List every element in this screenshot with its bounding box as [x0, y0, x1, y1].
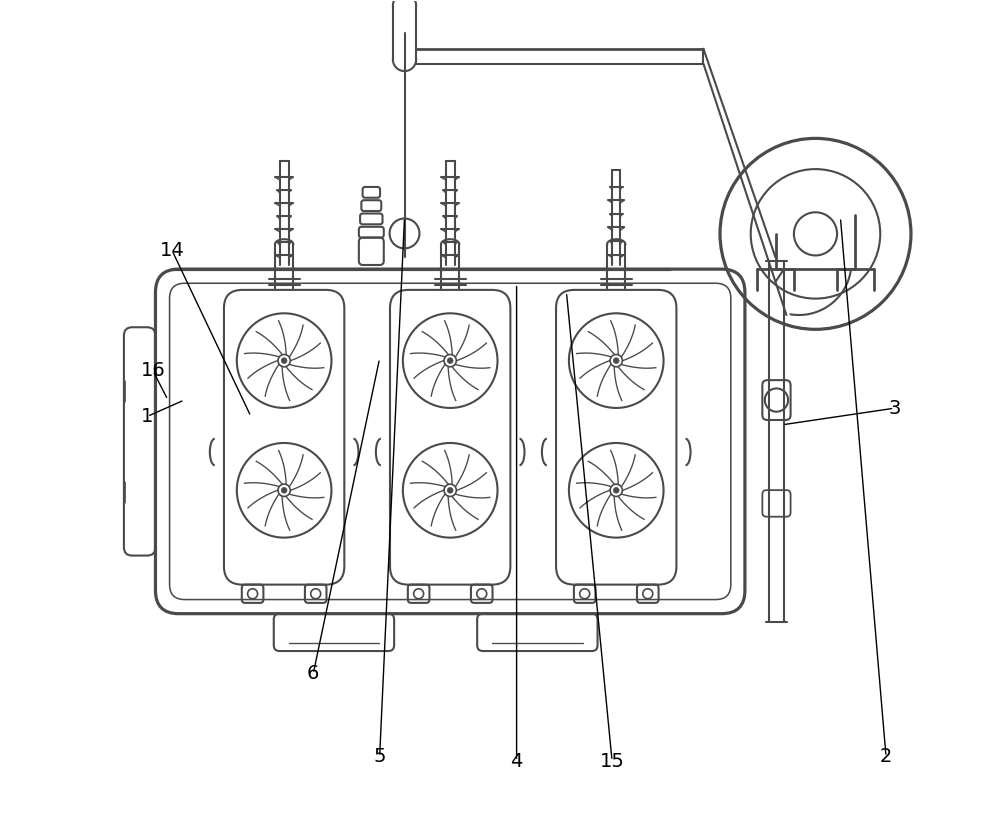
- Text: 3: 3: [888, 399, 901, 417]
- Text: 4: 4: [510, 751, 523, 771]
- Circle shape: [613, 487, 619, 493]
- Circle shape: [447, 487, 453, 493]
- Text: 16: 16: [141, 362, 165, 381]
- Circle shape: [447, 358, 453, 363]
- Text: 14: 14: [160, 241, 184, 260]
- Text: 2: 2: [880, 747, 892, 766]
- Text: 6: 6: [307, 665, 319, 683]
- Text: 1: 1: [141, 407, 153, 426]
- Text: 15: 15: [600, 751, 625, 771]
- Circle shape: [281, 487, 287, 493]
- Circle shape: [613, 358, 619, 363]
- Text: 5: 5: [373, 747, 386, 766]
- Circle shape: [281, 358, 287, 363]
